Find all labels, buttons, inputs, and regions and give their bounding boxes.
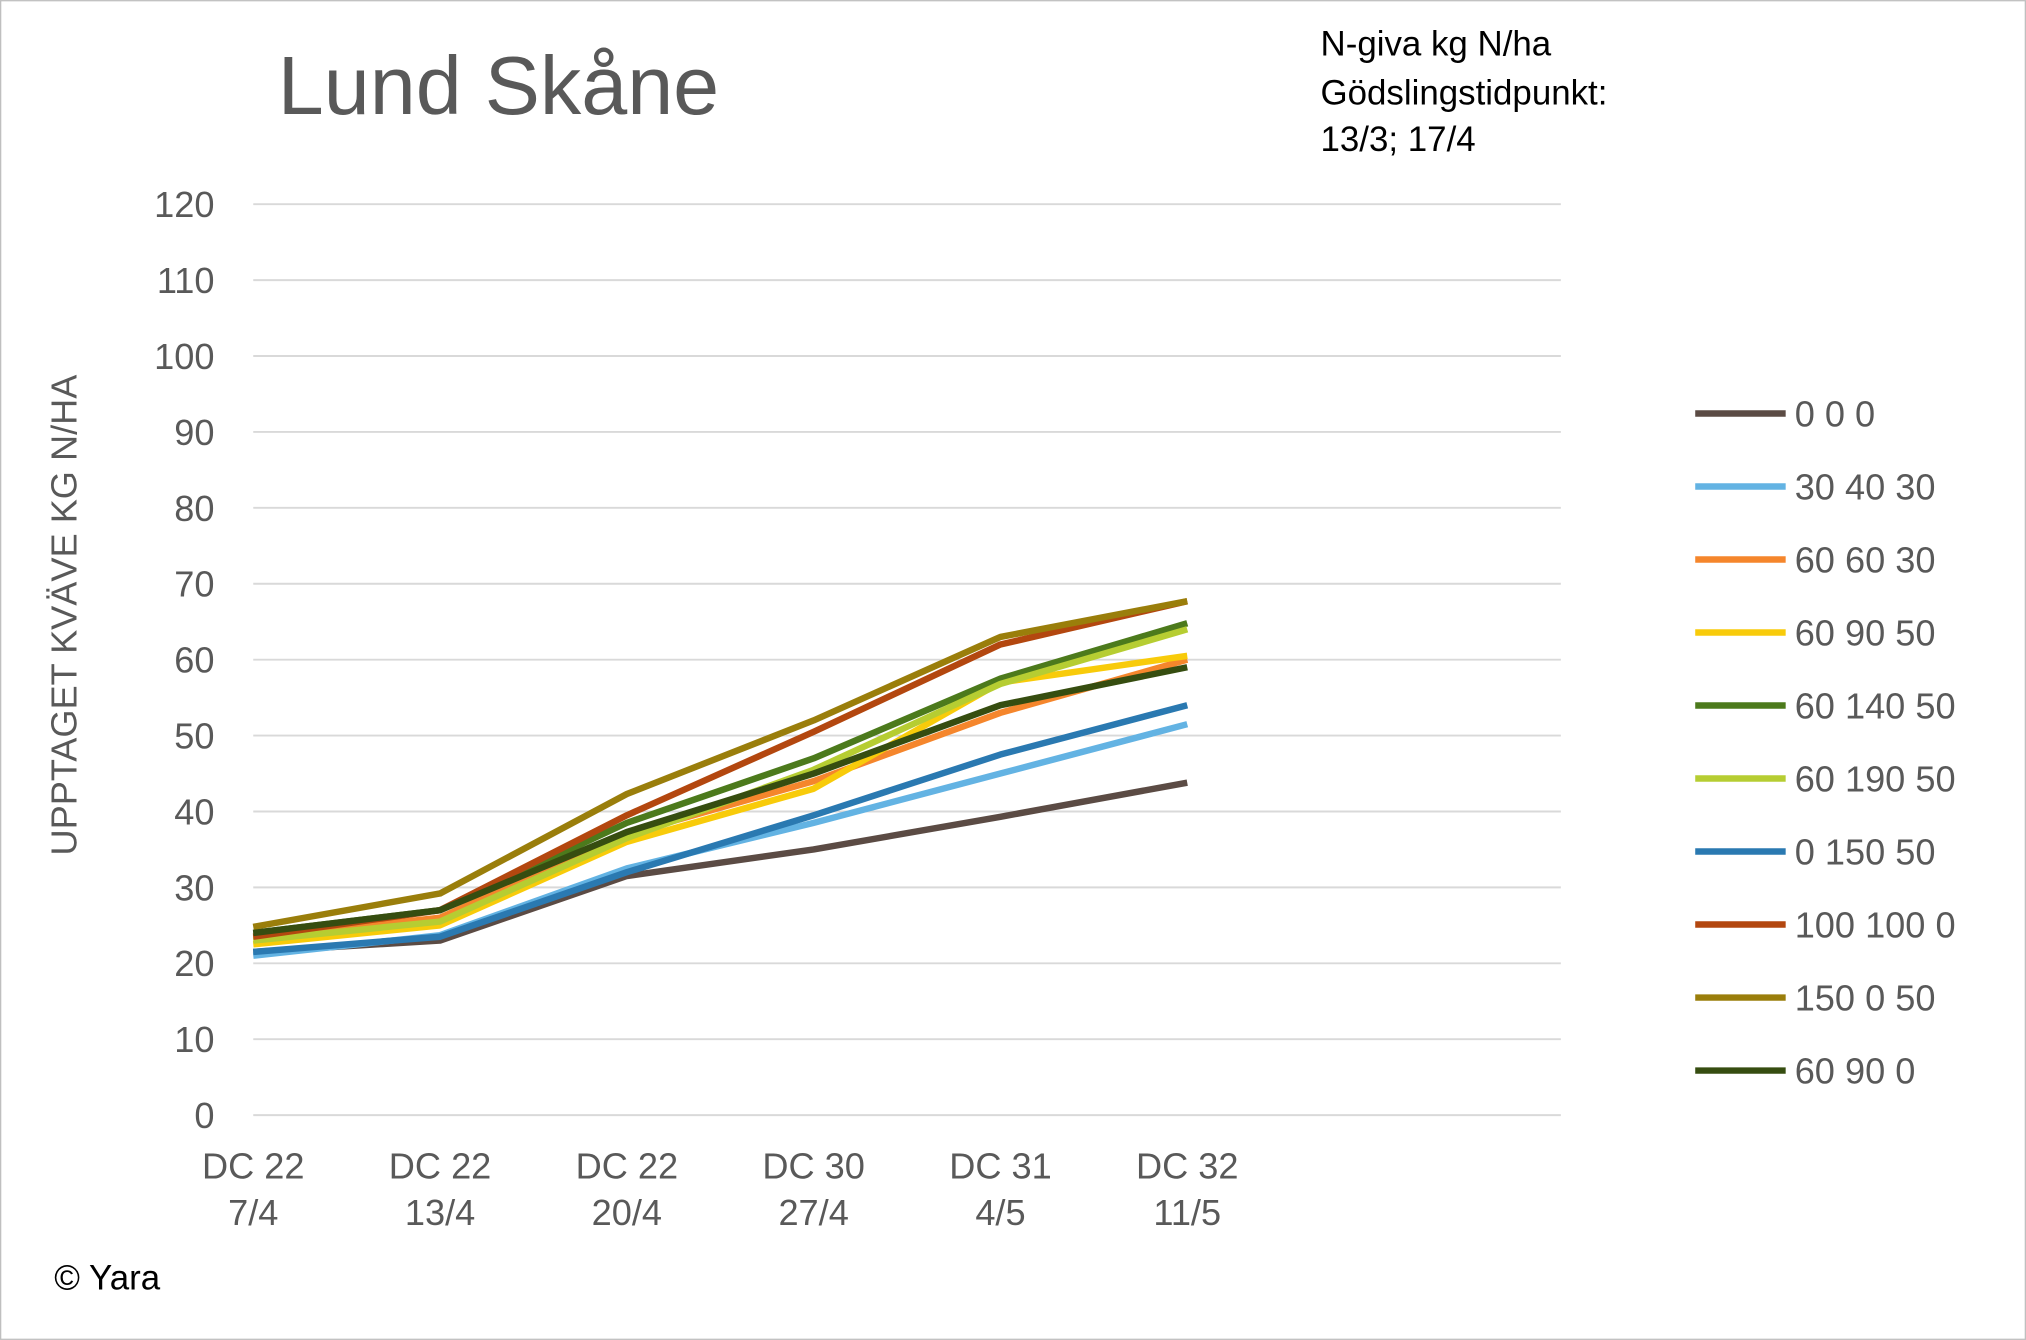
x-tick-label-line: 27/4	[778, 1192, 848, 1233]
note: 13/3; 17/4	[1321, 120, 1476, 159]
y-tick-label: 50	[174, 715, 214, 756]
legend-label: 60 190 50	[1795, 758, 1956, 799]
legend-label: 60 140 50	[1795, 685, 1956, 726]
legend-label: 60 90 0	[1795, 1050, 1916, 1091]
y-tick-label: 100	[154, 336, 214, 377]
y-axis-label: UPPTAGET KVÄVE KG N/HA	[44, 374, 85, 856]
x-tick-label: DC 32 11/5	[1136, 1145, 1238, 1233]
x-tick-label-line: 20/4	[592, 1192, 662, 1233]
note: Gödslingstidpunkt:	[1321, 74, 1608, 113]
y-tick-label: 20	[174, 943, 214, 984]
legend-label: 60 60 30	[1795, 539, 1936, 580]
chart-title: Lund Skåne	[278, 39, 719, 132]
y-tick-label: 10	[174, 1019, 214, 1060]
legend-label: 150 0 50	[1795, 977, 1936, 1018]
x-tick-label-line: DC 31	[949, 1145, 1051, 1186]
series-line	[252, 702, 1189, 956]
series-line	[252, 664, 1188, 937]
y-tick-label: 40	[174, 791, 214, 832]
y-tick-label: 90	[174, 412, 214, 453]
legend-label: 60 90 50	[1795, 612, 1936, 653]
x-tick-label: DC 31 4/5	[949, 1145, 1051, 1233]
y-tick-label: 70	[174, 564, 214, 605]
x-tick-label-line: DC 22	[389, 1145, 491, 1186]
series-line	[252, 656, 1189, 942]
legend-label: 0 150 50	[1795, 831, 1936, 872]
x-tick-label: DC 22 7/4	[202, 1145, 304, 1233]
x-tick-label-line: 4/5	[975, 1192, 1025, 1233]
legend-label: 0 0 0	[1795, 393, 1875, 434]
x-tick-label-line: DC 30	[762, 1145, 864, 1186]
y-tick-label: 80	[174, 488, 214, 529]
x-tick-label-line: 7/4	[228, 1192, 278, 1233]
y-tick-label: 60	[174, 640, 214, 681]
source: © Yara	[54, 1259, 160, 1298]
x-tick-label: DC 30 27/4	[762, 1145, 864, 1233]
x-tick-label-line: 11/5	[1153, 1192, 1221, 1233]
y-tick-label: 120	[154, 184, 214, 225]
legend-label: 100 100 0	[1795, 904, 1956, 945]
x-tick-label-line: 13/4	[405, 1192, 475, 1233]
x-tick-label-line: DC 22	[202, 1145, 304, 1186]
x-tick-label: DC 22 20/4	[576, 1145, 678, 1233]
note: N-giva kg N/ha	[1321, 25, 1552, 64]
series-line	[252, 598, 1188, 931]
legend-label: 30 40 30	[1795, 466, 1936, 507]
x-tick-label-line: DC 22	[576, 1145, 678, 1186]
x-tick-label-line: DC 32	[1136, 1145, 1238, 1186]
x-tick-label: DC 22 13/4	[389, 1145, 491, 1233]
y-tick-label: 0	[194, 1095, 214, 1136]
y-tick-label: 110	[157, 260, 215, 301]
y-tick-label: 30	[174, 867, 214, 908]
